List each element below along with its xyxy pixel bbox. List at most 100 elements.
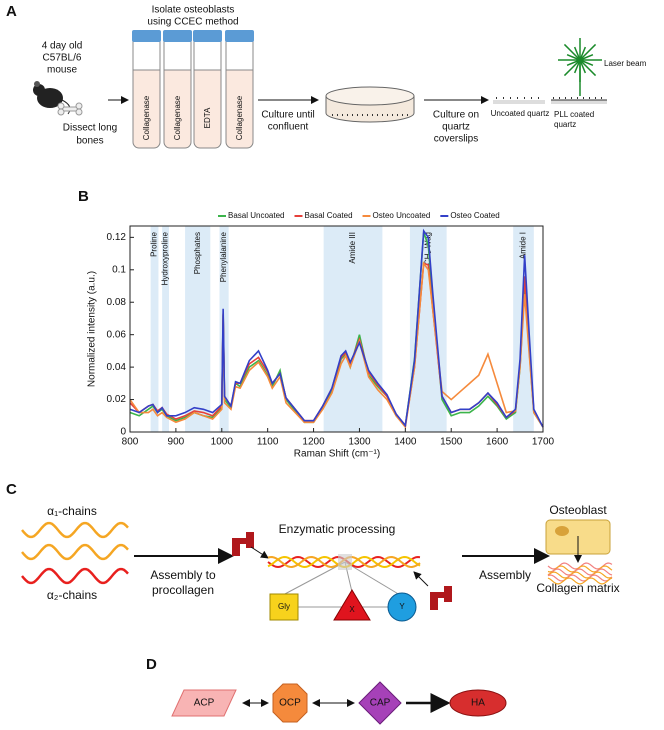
laser-ray [579,53,594,61]
laser-ray [566,59,581,67]
region [162,226,170,432]
mouse-label: C57BL/6 [43,53,82,64]
laser-icon [558,38,602,96]
x-tick-label: 1700 [532,437,555,448]
region-label: Hydroxyproline [161,231,170,285]
chain-wave [21,543,129,561]
coverslip [493,100,545,104]
x-tick-label: 1100 [257,437,279,448]
mouse-label: mouse [47,65,77,76]
y-label: Y [399,602,405,611]
x-node [333,589,371,621]
matrix-fiber [547,568,613,576]
assembly-label: Assembly [479,568,531,582]
cleavage-site [338,554,352,570]
laser-ray [563,59,581,77]
alpha2-label: α₂-chains [47,588,97,602]
tube-label: Collagenase [173,95,182,140]
legend-label: Basal Uncoated [228,211,284,220]
region-label: Phosphates [193,232,202,274]
x-tick-label: 1000 [211,437,234,448]
acp-node [171,689,237,717]
x-label: X [349,605,355,614]
node-label: CAP [370,698,391,709]
x-tick-label: 1400 [394,437,417,448]
tube-cap [163,30,192,42]
ha-node [449,689,507,717]
matrix-label: Collagen matrix [536,581,619,595]
panel-label: D [146,656,157,673]
enzymatic-label: Enzymatic processing [279,522,396,536]
panel-d: D ACP OCP CAP HA [146,656,507,725]
matrix-fiber [547,562,613,570]
panel-c: C α₁-chains α₂-chains Assembly to procol… [6,481,620,622]
region-label: Proline [150,231,159,256]
region [323,226,383,432]
coverslips-label: Culture on [433,110,479,121]
coverslips-label: coverslips [434,134,478,145]
assembly-to-label: Assembly to [150,568,216,582]
laser-ray [579,43,597,61]
connector [344,561,401,596]
ocp-node [272,683,308,723]
tube: EDTA [193,30,222,149]
assembly-to-label: procollagen [152,583,214,597]
plot-frame [129,225,544,433]
laser-ray [579,59,587,74]
matrix-fiber [547,571,613,579]
region-label: Phenylalanine [219,231,228,282]
connector [282,561,346,596]
laser-ray [563,43,581,61]
alpha1-label: α₁-chains [47,504,97,518]
y-tick-label: 0.06 [107,329,127,340]
matrix-fiber [547,565,613,573]
matrix-fiber [547,574,613,582]
region-label: Amide III [348,232,357,264]
tube-top [225,39,254,71]
laser-ray [579,46,587,61]
y-tick-label: 0.02 [107,394,127,405]
dissect-label: Dissect long [63,123,117,134]
tube-label: Collagenase [142,95,151,140]
x-tick-label: 800 [122,437,139,448]
culture-label: confluent [268,122,309,133]
panel-b: B Raman Shift (cm⁻¹) Normalized intensit… [78,188,555,460]
dish-icon [325,86,415,123]
tube-label: Collagenase [235,95,244,140]
region-label: Amide I [519,232,528,259]
dissect-label: bones [76,136,103,147]
tube-top [132,39,161,71]
x-tick-label: 1200 [302,437,325,448]
laser-ray [573,59,581,74]
x-axis-label: Raman Shift (cm⁻¹) [294,449,380,460]
tube-cap [132,30,161,42]
gly-node [269,593,299,621]
laser-ray [573,46,581,61]
coverslips-label: quartz [442,122,470,133]
y-axis-label: Normalized intensity (a.u.) [87,271,98,387]
tube-cap [225,30,254,42]
laser-ray [579,59,597,77]
y-tick-label: 0.12 [107,232,127,243]
y-tick-label: 0.08 [107,297,127,308]
nucleus [555,526,569,536]
tube-label: EDTA [203,107,212,128]
isolate-label: using CCEC method [147,17,238,28]
panel-label: B [78,188,89,205]
tube: Collagenase [132,30,161,149]
y-tick-label: 0 [120,427,126,438]
cap-node [358,681,402,725]
legend-label: Osteo Uncoated [373,211,431,220]
chain-wave [21,521,129,539]
panel-label: C [6,481,17,498]
legend-label: Osteo Coated [450,211,499,220]
x-tick-label: 900 [168,437,185,448]
spectrum-line [129,261,544,430]
enzyme-icon [430,586,452,610]
x-tick-label: 1300 [348,437,371,448]
panel-label: A [6,3,17,20]
culture-label: Culture until [261,110,314,121]
panel-a: A 4 day old C57BL/6 mouse Dissect long b… [6,3,647,149]
legend-label: Basal Coated [304,211,352,220]
x-tick-label: 1600 [486,437,509,448]
